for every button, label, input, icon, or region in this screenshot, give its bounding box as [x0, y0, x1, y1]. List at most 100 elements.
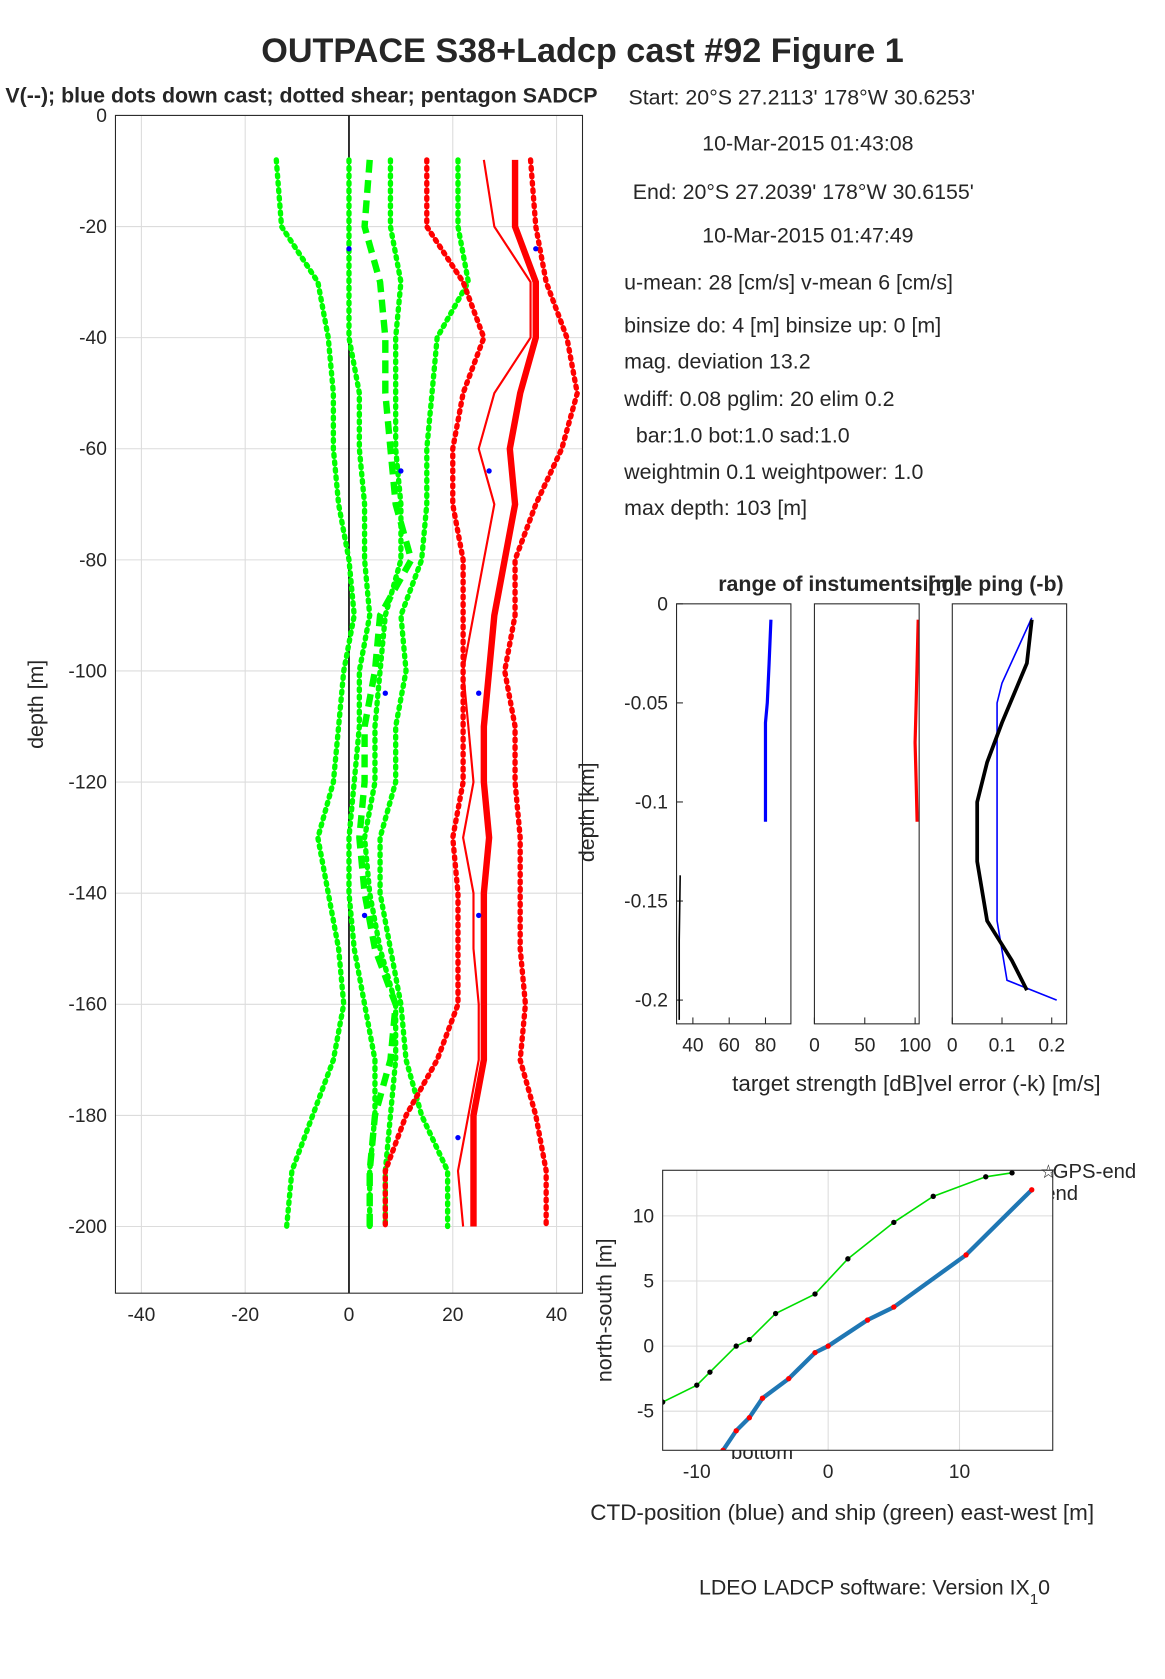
data-line	[662, 1172, 1013, 1403]
y-tick-label: -0.2	[635, 990, 668, 1011]
footer-sub: 1	[1030, 1591, 1038, 1608]
axes-background	[814, 603, 920, 1024]
data-point	[662, 1399, 666, 1405]
data-point	[983, 1174, 989, 1180]
y-tick-label: -0.05	[624, 693, 668, 714]
y-tick-label: 0	[96, 106, 107, 127]
x-tick-label: 0	[809, 1036, 820, 1057]
info-line: wdiff: 0.08 pglim: 20 elim 0.2	[623, 387, 894, 411]
y-tick-label: 0	[643, 1337, 654, 1358]
plot-area	[913, 619, 920, 822]
y-tick-label: -180	[68, 1106, 106, 1127]
data-point	[533, 246, 539, 252]
axes-box	[662, 1169, 1054, 1451]
data-point	[812, 1349, 818, 1356]
y-axis-label: depth [m]	[24, 660, 48, 749]
data-point	[382, 690, 388, 696]
data-point	[361, 912, 368, 919]
data-point	[864, 1317, 871, 1323]
info-line: binsize do: 4 [m] binsize up: 0 [m]	[624, 313, 941, 337]
x-tick-label: 80	[755, 1036, 776, 1057]
panel-title: single ping (-b)	[911, 572, 1064, 596]
plot-area	[662, 1170, 1035, 1451]
data-line	[356, 159, 415, 1227]
annotation: GPS-end	[1053, 1161, 1137, 1183]
y-tick-label: 0	[657, 594, 668, 615]
data-point	[759, 1395, 766, 1401]
data-point	[746, 1415, 753, 1421]
x-tick-label: 10	[949, 1462, 970, 1483]
x-tick-label: -10	[683, 1462, 711, 1483]
subtitle: V(--); blue dots down cast; dotted shear…	[5, 84, 597, 108]
footer: LDEO LADCP software: Version IX10	[699, 1576, 1050, 1609]
y-tick-label: 5	[643, 1271, 654, 1292]
data-point	[346, 246, 352, 252]
data-point	[812, 1291, 818, 1297]
y-tick-label: -40	[79, 328, 107, 349]
data-point	[398, 468, 404, 474]
data-point	[694, 1382, 700, 1388]
data-point	[891, 1304, 897, 1310]
info-line: max depth: 103 [m]	[624, 496, 807, 520]
y-tick-label: -5	[637, 1402, 654, 1423]
info-line: bar:1.0 bot:1.0 sad:1.0	[636, 423, 850, 447]
data-point	[825, 1343, 831, 1349]
panel-title: range of instuments [m]	[718, 572, 961, 596]
y-tick-label: 10	[633, 1206, 654, 1227]
axes-background	[662, 1170, 1053, 1451]
info-line: u-mean: 28 [cm/s] v-mean 6 [cm/s]	[624, 271, 953, 295]
data-point	[486, 468, 492, 474]
axes-box	[951, 603, 1068, 1025]
data-point	[1029, 1187, 1035, 1193]
data-point	[455, 1134, 461, 1141]
x-tick-label: 40	[682, 1036, 703, 1057]
y-tick-label: -80	[79, 550, 107, 571]
data-point	[786, 1375, 792, 1382]
x-tick-label: 0.1	[989, 1036, 1016, 1057]
y-axis-label: north-south [m]	[592, 1238, 616, 1382]
data-line	[273, 157, 357, 1230]
data-point	[476, 912, 482, 919]
y-tick-label: -200	[68, 1217, 106, 1238]
y-tick-label: -20	[79, 217, 107, 238]
footer-text: LDEO LADCP software: Version IX	[699, 1576, 1030, 1600]
axes-box	[114, 114, 584, 1294]
data-point	[720, 1447, 726, 1451]
data-line	[377, 157, 472, 1230]
plot-area	[273, 157, 581, 1230]
info-line: 10-Mar-2015 01:47:49	[702, 224, 913, 248]
data-point	[476, 690, 482, 696]
axes-background	[676, 603, 791, 1024]
gps-end-marker: ☆	[1040, 1162, 1057, 1183]
data-point	[772, 1310, 779, 1317]
x-tick-label: 0.2	[1038, 1036, 1065, 1057]
info-line: mag. deviation 13.2	[624, 350, 810, 374]
plot-area	[678, 619, 773, 1020]
footer-tail: 0	[1038, 1576, 1050, 1600]
data-line	[501, 157, 581, 1230]
data-line	[361, 157, 404, 1230]
figure-title: OUTPACE S38+Ladcp cast #92 Figure 1	[261, 32, 904, 70]
x-tick-label: 0	[947, 1036, 958, 1057]
data-line	[975, 619, 1034, 992]
x-axis-label: target strength [dB]	[732, 1071, 923, 1096]
x-tick-label: 100	[899, 1036, 931, 1057]
data-point	[1009, 1170, 1015, 1176]
y-tick-label: -100	[68, 661, 106, 682]
axes-box	[813, 603, 920, 1025]
x-axis-label: vel error (-k) [m/s]	[924, 1071, 1101, 1096]
data-point	[845, 1256, 851, 1262]
data-point	[930, 1193, 936, 1199]
plot-area	[975, 617, 1058, 1001]
x-axis-label: CTD-position (blue) and ship (green) eas…	[590, 1500, 1094, 1525]
axes-box	[676, 603, 792, 1025]
y-tick-label: -160	[68, 995, 106, 1016]
data-line	[996, 617, 1058, 1001]
data-line	[382, 157, 487, 1230]
data-line	[470, 159, 540, 1227]
data-point	[733, 1428, 739, 1434]
info-line: 10-Mar-2015 01:43:08	[702, 132, 913, 156]
y-tick-label: -120	[68, 772, 106, 793]
